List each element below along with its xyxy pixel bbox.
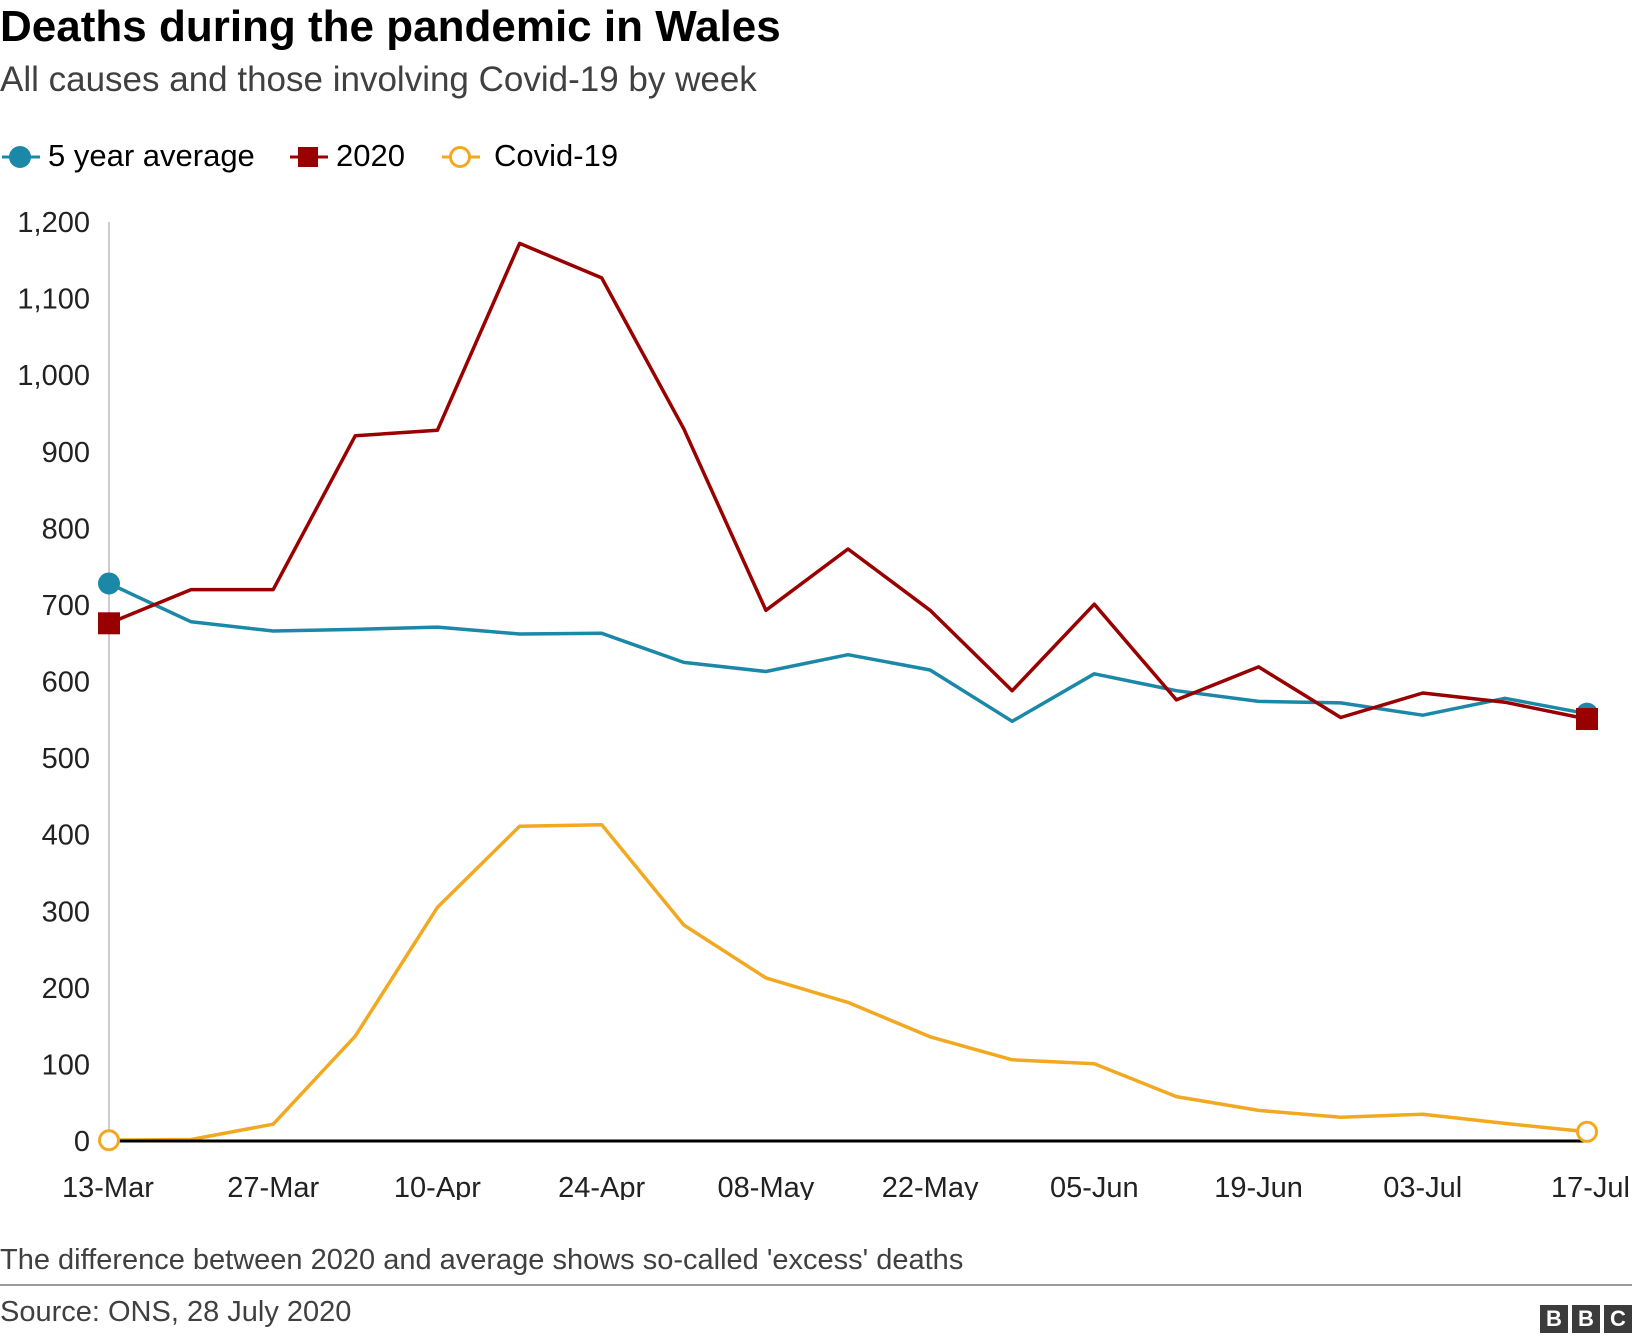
y-tick-label: 400 <box>42 820 90 852</box>
bbc-logo-block: C <box>1604 1305 1632 1333</box>
data-point-2020 <box>98 612 120 635</box>
data-point-average <box>98 572 120 595</box>
x-tick-label: 22-May <box>882 1172 979 1200</box>
y-tick-label: 1,000 <box>17 360 90 392</box>
y-tick-label: 0 <box>74 1126 90 1158</box>
legend-label-covid: Covid-19 <box>494 138 619 173</box>
data-point-covid <box>98 1129 120 1152</box>
legend-label-average: 5 year average <box>48 138 255 173</box>
y-tick-label: 800 <box>42 513 90 545</box>
x-axis-labels: 13-Mar 27-Mar 10-Apr 24-Apr 08-May 22-May 05-J… <box>62 1172 1630 1200</box>
footer-divider <box>0 1284 1632 1286</box>
legend-covid-marker-icon <box>442 146 480 168</box>
x-tick-label: 17-Jul <box>1551 1172 1630 1200</box>
y-tick-label: 500 <box>42 743 90 775</box>
y-tick-label: 300 <box>42 896 90 928</box>
legend-item-2020: 2020 <box>288 135 418 179</box>
x-tick-label: 24-Apr <box>558 1172 645 1200</box>
x-tick-label: 05-Jun <box>1050 1172 1139 1200</box>
chart-subtitle: All causes and those involving Covid-19 … <box>0 60 757 99</box>
legend-item-covid: Covid-19 <box>440 135 640 179</box>
bbc-logo-block: B <box>1540 1305 1568 1333</box>
y-axis-labels: 0 100 200 300 400 500 600 700 800 900 1,000 1,100 1,… <box>17 207 90 1158</box>
y-tick-label: 600 <box>42 667 90 699</box>
x-tick-label: 19-Jun <box>1214 1172 1303 1200</box>
y-tick-label: 700 <box>42 590 90 622</box>
series-line-average <box>107 581 1589 724</box>
series-line-y2020 <box>107 241 1589 721</box>
x-tick-label: 13-Mar <box>62 1172 154 1200</box>
y-tick-label: 1,100 <box>17 284 90 316</box>
x-tick-label: 08-May <box>718 1172 815 1200</box>
source-note: Source: ONS, 28 July 2020 <box>0 1296 352 1328</box>
y-tick-label: 200 <box>42 973 90 1005</box>
data-point-covid <box>1576 1120 1598 1143</box>
chart-title: Deaths during the pandemic in Wales <box>0 2 781 51</box>
series-line-covid <box>107 822 1589 1142</box>
x-tick-label: 03-Jul <box>1383 1172 1462 1200</box>
bbc-logo-block: B <box>1572 1305 1600 1333</box>
data-point-2020 <box>1576 708 1598 731</box>
legend-label-2020: 2020 <box>336 138 405 173</box>
x-tick-label: 10-Apr <box>394 1172 481 1200</box>
y-tick-label: 900 <box>42 437 90 469</box>
y-tick-label: 1,200 <box>17 207 90 239</box>
end-markers <box>98 572 1598 1152</box>
x-tick-label: 27-Mar <box>227 1172 319 1200</box>
y-tick-label: 100 <box>42 1049 90 1081</box>
chart-footnote: The difference between 2020 and average … <box>0 1244 964 1276</box>
legend-average-marker-icon <box>2 146 40 168</box>
series-lines <box>107 241 1589 1142</box>
line-chart: 0 100 200 300 400 500 600 700 800 900 1,000 1,100 1,… <box>17 207 1630 1200</box>
legend-item-average: 5 year average <box>0 135 260 179</box>
legend-2020-marker-icon <box>290 147 328 167</box>
